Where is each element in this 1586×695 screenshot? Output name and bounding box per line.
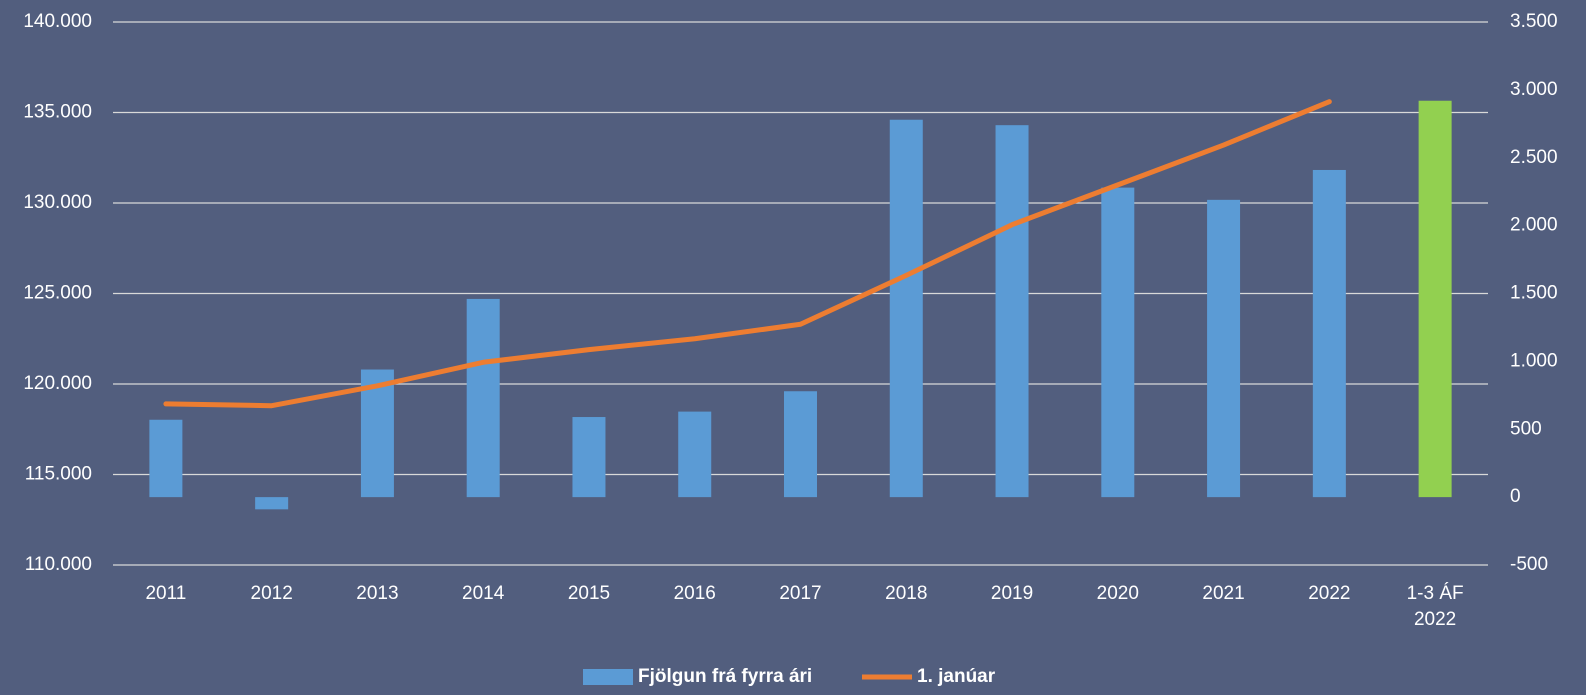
- y-tick-label: 125.000: [23, 283, 92, 304]
- x-tick-label: 2014: [462, 583, 505, 604]
- bar: [1207, 199, 1241, 498]
- y-tick-label: 115.000: [25, 464, 92, 485]
- x-tick-label: 1-3 ÁF 2022: [1406, 583, 1464, 630]
- y2-tick-label: 0: [1510, 486, 1521, 507]
- y2-tick-label: -500: [1510, 554, 1548, 575]
- x-tick-label: 2022: [1308, 583, 1351, 604]
- x-tick-label: 2018: [885, 583, 928, 604]
- y-tick-label: 120.000: [23, 373, 92, 394]
- bar: [466, 298, 500, 498]
- y-tick-label: 140.000: [23, 11, 92, 32]
- y2-tick-label: 1.500: [1510, 283, 1558, 304]
- y2-tick-label: 1.000: [1510, 350, 1558, 371]
- bar: [995, 125, 1029, 498]
- y2-tick-label: 2.500: [1510, 147, 1558, 168]
- x-tick-label: 2019: [990, 583, 1034, 604]
- bar: [889, 119, 923, 498]
- bar: [149, 419, 183, 498]
- line: [163, 99, 1332, 409]
- x-tick-label: 2016: [673, 583, 716, 604]
- x-tick-label: 2012: [250, 583, 293, 604]
- bar: [1101, 187, 1135, 498]
- x-tick-label: 2017: [779, 583, 822, 604]
- y2-tick-label: 2.000: [1510, 215, 1558, 236]
- x-tick-label: 2020: [1096, 583, 1139, 604]
- bar: [784, 391, 817, 498]
- legend-label: Fjölgun frá fyrra ári: [638, 666, 812, 687]
- y-tick-label: 135.000: [23, 102, 92, 123]
- x-tick-label: 2015: [567, 583, 611, 604]
- bar: [572, 417, 606, 498]
- bar: [360, 369, 394, 498]
- y-tick-label: 130.000: [23, 192, 92, 213]
- legend-label: 1. janúar: [917, 666, 996, 687]
- y2-tick-label: 3.500: [1510, 11, 1558, 32]
- y2-tick-label: 500: [1510, 418, 1542, 439]
- bar: [1418, 100, 1452, 498]
- bar: [255, 497, 289, 510]
- bar: [678, 411, 712, 498]
- y2-tick-label: 3.000: [1510, 79, 1558, 100]
- bar: [1312, 169, 1346, 498]
- x-tick-label: 2021: [1202, 583, 1245, 604]
- x-tick-label: 2011: [145, 583, 187, 604]
- y-tick-label: 110.000: [25, 554, 92, 575]
- legend-swatch: [583, 669, 633, 685]
- x-tick-label: 2013: [356, 583, 399, 604]
